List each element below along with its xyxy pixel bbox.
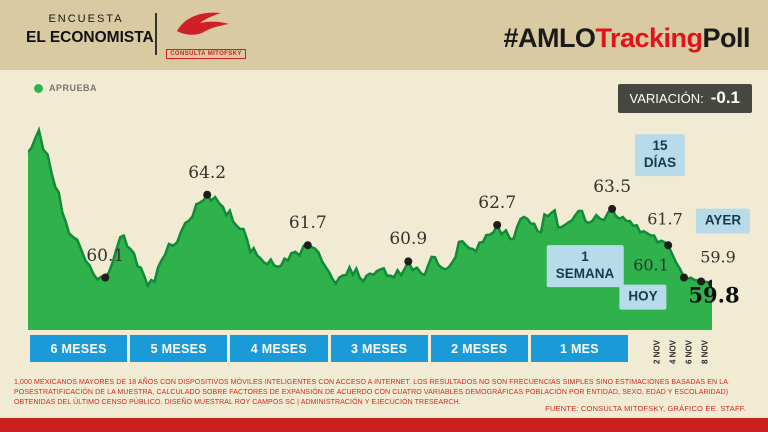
brand-block: ENCUESTA EL ECONOMISTA: [26, 13, 154, 47]
bottom-red-bar: [0, 418, 768, 432]
brand-kicker: ENCUESTA: [48, 13, 124, 25]
legend-label: APRUEBA: [49, 83, 98, 93]
data-point-dot: [680, 273, 688, 282]
x-axis-label: 6 MESES: [30, 335, 128, 362]
eagle-icon: [177, 12, 229, 35]
x-axis-label: 1 MES: [530, 335, 629, 362]
source-credit: FUENTE: CONSULTA MITOFSKY, GRÁFICO EE. S…: [545, 404, 746, 413]
legend-dot-icon: [34, 83, 43, 93]
variation-value: -0.1: [710, 88, 740, 107]
approval-area-chart: [28, 126, 712, 330]
data-point-dot: [101, 273, 110, 282]
date-tick: 6 NOV: [684, 339, 694, 365]
data-point-dot: [404, 257, 413, 266]
approval-area-fill: [28, 130, 712, 330]
date-tick: 4 NOV: [668, 339, 678, 365]
page-title: #AMLOTrackingPoll: [503, 23, 750, 54]
data-point-dot: [303, 241, 312, 250]
data-point-dot: [697, 277, 706, 286]
header: ENCUESTA EL ECONOMISTA CONSULTA MITOFSKY…: [0, 0, 768, 70]
x-axis-months: 6 MESES 5 MESES 4 MESES 3 MESES 2 MESES 1 MES: [30, 335, 629, 362]
data-point-dot: [664, 241, 673, 250]
methodology-footnote: 1,000 MEXICANOS MAYORES DE 18 AÑOS CON D…: [14, 379, 729, 407]
title-hashtag: #AMLO: [503, 23, 596, 53]
approval-line: [28, 126, 712, 289]
variation-label: VARIACIÓN:: [629, 91, 704, 106]
variation-badge: VARIACIÓN: -0.1: [617, 84, 752, 113]
header-divider: [155, 13, 157, 55]
legend: APRUEBA: [34, 83, 97, 93]
title-poll: Poll: [702, 23, 750, 53]
date-tick: 8 NOV: [700, 339, 710, 365]
data-point-dot: [608, 204, 617, 213]
title-tracking: Tracking: [595, 23, 703, 53]
logo-caption: CONSULTA MITOFSKY: [166, 49, 246, 59]
consulta-mitofsky-logo: CONSULTA MITOFSKY: [166, 9, 246, 60]
x-axis-label: 5 MESES: [130, 335, 228, 362]
data-point-dot: [708, 279, 712, 288]
date-tick: 2 NOV: [652, 339, 662, 365]
brand-name: EL ECONOMISTA: [26, 29, 154, 46]
x-axis-label: 4 MESES: [230, 335, 328, 362]
data-point-dot: [493, 221, 502, 229]
x-axis-label: 2 MESES: [430, 335, 528, 362]
x-axis-label: 3 MESES: [330, 335, 428, 362]
data-point-dot: [203, 190, 212, 199]
